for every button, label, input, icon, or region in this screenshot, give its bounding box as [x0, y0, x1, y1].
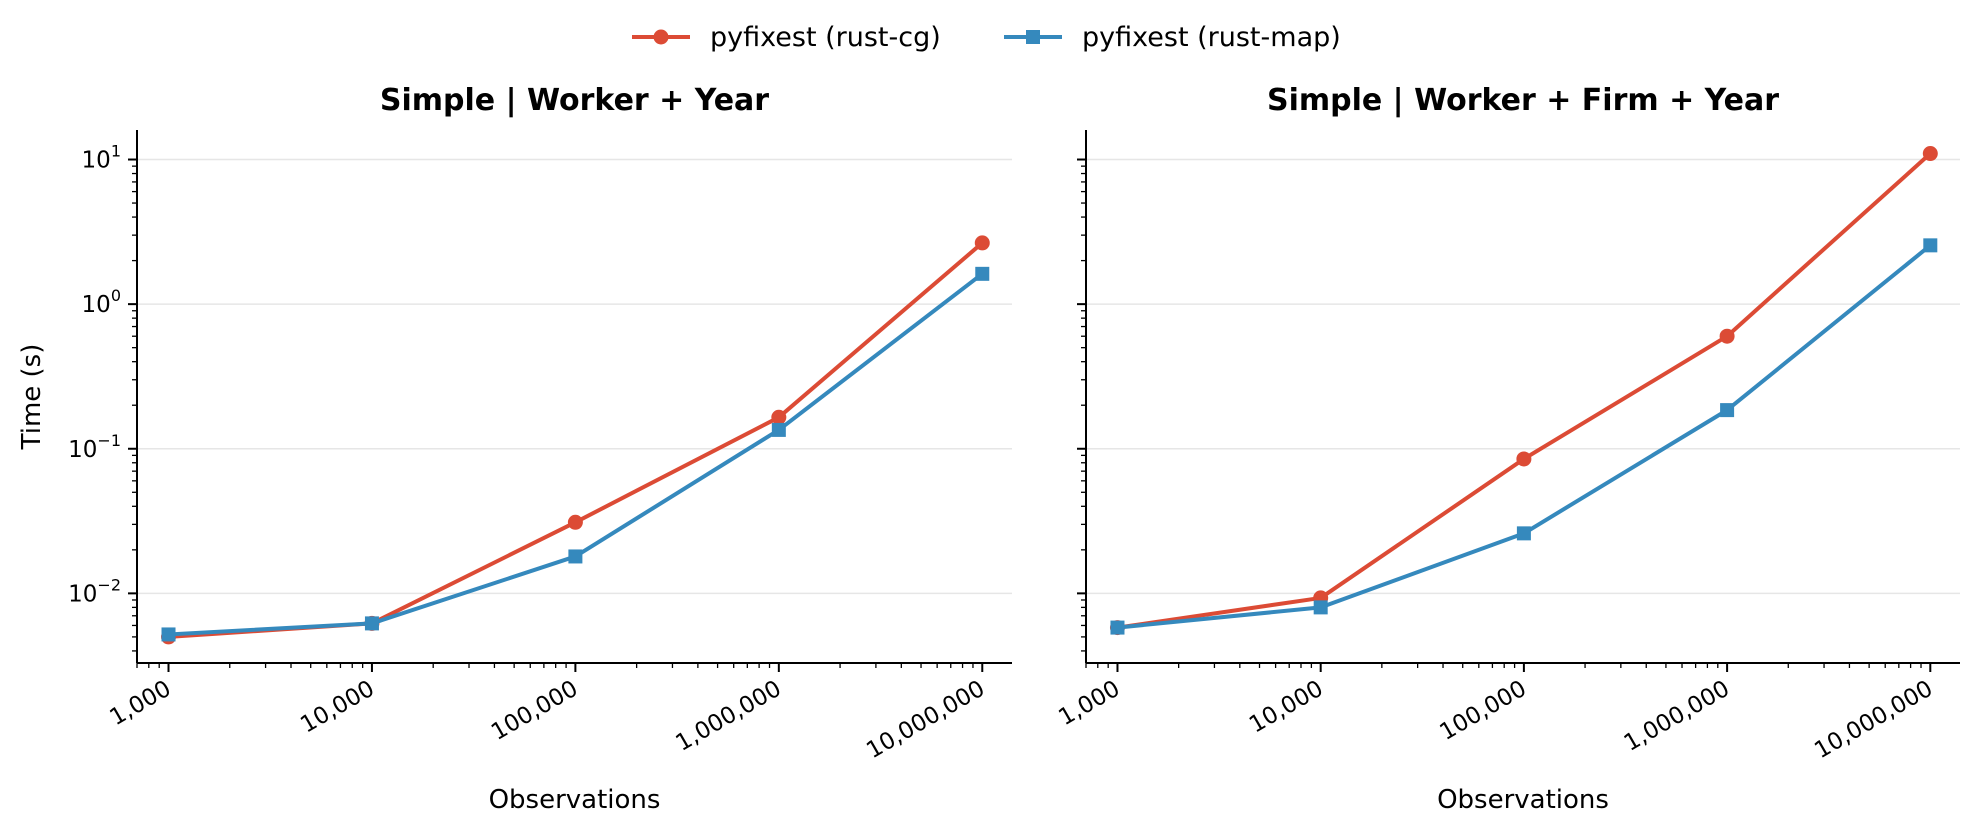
- data-point: [568, 549, 583, 564]
- y-tick-base: 10: [82, 292, 111, 318]
- legend: pyfixest (rust-cg) pyfixest (rust-map): [632, 22, 1341, 53]
- panel-worker-firm-year: 1,000 10,000 100,000 1,000,000 10,000,000 Sim…: [1054, 83, 1960, 815]
- y-tick-exponent: −2: [97, 575, 121, 594]
- x-tick-label: 1,000,000: [1620, 676, 1734, 757]
- x-tick-label: 10,000: [296, 676, 379, 739]
- y-tick-base: 10: [68, 581, 97, 607]
- y-tick-exponent: 1: [111, 142, 121, 161]
- data-point: [771, 422, 786, 437]
- series-line: [1117, 152, 1932, 630]
- panel-title: Simple | Worker + Firm + Year: [1267, 83, 1779, 118]
- panel-title: Simple | Worker + Year: [380, 83, 769, 118]
- y-tick-label: 10−1: [68, 431, 121, 463]
- y-tick-label: 101: [82, 142, 121, 174]
- data-point: [1516, 526, 1531, 541]
- y-axis-label: Time (s): [17, 344, 47, 451]
- x-tick-label: 100,000: [487, 676, 582, 746]
- data-point: [161, 627, 176, 642]
- x-tick-label: 1,000,000: [671, 676, 785, 757]
- x-axis-label: Observations: [1437, 785, 1609, 815]
- x-tick-label: 100,000: [1436, 676, 1531, 746]
- data-point: [975, 266, 990, 281]
- y-tick-label: 10−2: [68, 575, 121, 607]
- data-point: [567, 514, 583, 530]
- y-tick-exponent: −1: [97, 431, 121, 450]
- data-point: [1720, 403, 1735, 418]
- data-point: [1923, 238, 1938, 253]
- y-tick-base: 10: [82, 148, 111, 174]
- x-tick-label: 10,000: [1245, 676, 1328, 739]
- x-tick-label: 10,000,000: [862, 676, 989, 764]
- data-point: [1313, 600, 1328, 615]
- series-line: [168, 272, 984, 637]
- data-point: [974, 235, 990, 251]
- data-point: [1922, 146, 1938, 162]
- y-tick-exponent: 0: [111, 286, 121, 305]
- series-rust-map: [1110, 238, 1938, 635]
- x-axis-label: Observations: [489, 785, 661, 815]
- y-tick-label: 100: [82, 286, 121, 318]
- data-point: [1110, 620, 1125, 635]
- data-point: [1516, 451, 1532, 467]
- series-rust-cg: [161, 235, 990, 645]
- legend-label: pyfixest (rust-map): [1082, 22, 1341, 53]
- series-rust-cg: [1109, 146, 1938, 636]
- data-point: [364, 616, 379, 631]
- x-tick-label: 1,000: [105, 676, 175, 731]
- legend-entry: pyfixest (rust-cg): [632, 22, 941, 53]
- data-point: [771, 409, 787, 425]
- x-tick-label: 1,000: [1054, 676, 1124, 731]
- series-line: [168, 241, 984, 639]
- legend-label: pyfixest (rust-cg): [710, 22, 941, 53]
- y-tick-base: 10: [68, 437, 97, 463]
- legend-entry: pyfixest (rust-map): [1004, 22, 1341, 53]
- legend-marker: [1026, 30, 1040, 44]
- legend-marker: [653, 29, 669, 45]
- series-rust-map: [161, 266, 990, 642]
- series-line: [1117, 243, 1932, 630]
- data-point: [1719, 328, 1735, 344]
- x-tick-label: 10,000,000: [1810, 676, 1937, 764]
